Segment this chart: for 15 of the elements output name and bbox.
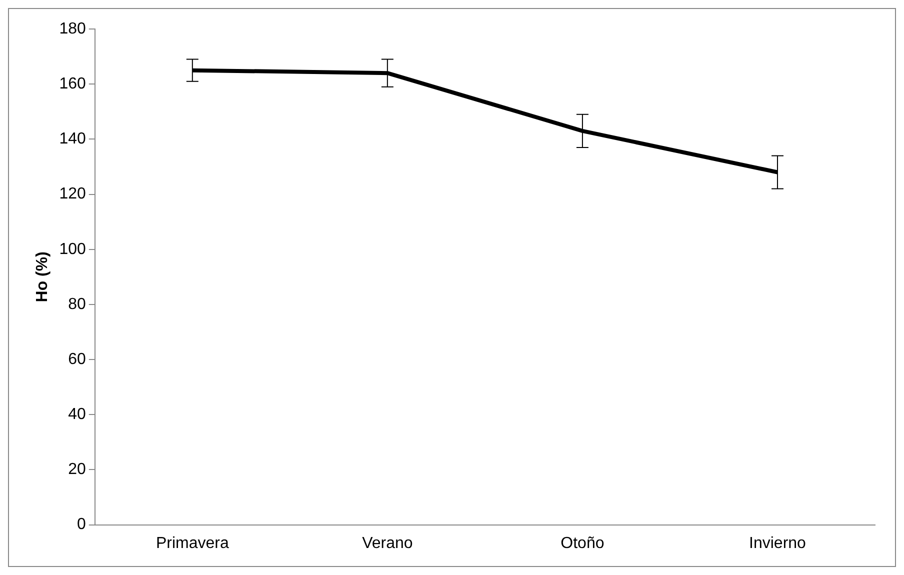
- y-tick-label: 160: [59, 75, 86, 92]
- y-tick-label: 180: [59, 20, 86, 38]
- y-tick-label: 40: [68, 406, 86, 424]
- y-tick-label: 100: [59, 240, 86, 258]
- y-axis-title: Ho (%): [34, 252, 52, 302]
- y-tick-label: 20: [68, 461, 86, 478]
- y-tick-label: 80: [68, 296, 86, 313]
- x-tick-label: Invierno: [749, 534, 806, 552]
- x-tick-label: Otoño: [560, 534, 604, 552]
- y-tick-label: 0: [76, 516, 86, 534]
- y-tick-label: 60: [68, 350, 86, 368]
- y-tick-label: 120: [59, 186, 86, 203]
- x-tick-label: Verano: [362, 534, 413, 552]
- x-tick-label: Primavera: [156, 534, 229, 552]
- y-tick-label: 140: [59, 130, 86, 148]
